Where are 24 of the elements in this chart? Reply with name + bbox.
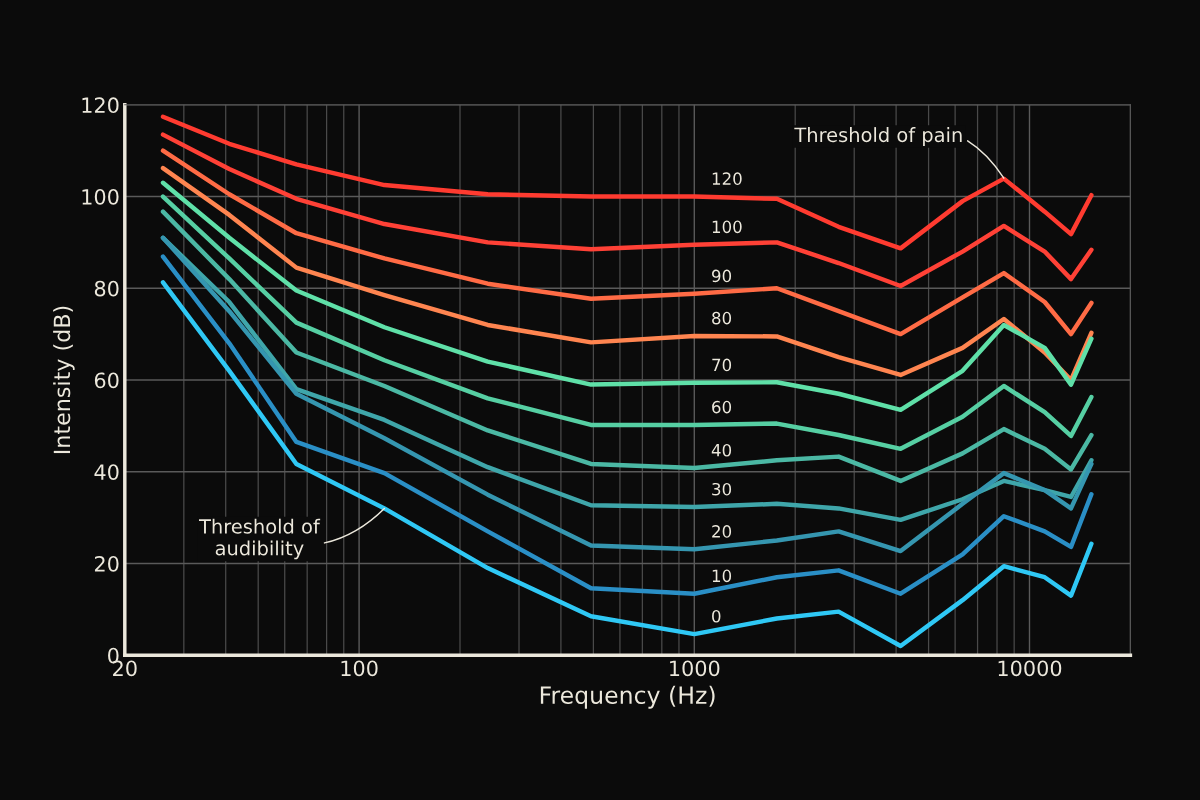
annotation: Threshold of audibility — [198, 518, 321, 560]
x-tick-label: 10000 — [998, 660, 1062, 677]
series-label: 120 — [712, 172, 742, 185]
y-tick-label: 60 — [94, 372, 119, 389]
series-label: 60 — [712, 400, 732, 414]
series-label: 40 — [711, 443, 732, 457]
series-label: 30 — [712, 482, 732, 496]
series-label: 10 — [712, 569, 732, 583]
x-tick-label: 100 — [341, 660, 378, 677]
y-axis-title: Intensity (dB) — [53, 306, 75, 454]
y-tick-label: 80 — [94, 280, 119, 297]
x-tick-label: 1000 — [670, 660, 720, 677]
series-label: 80 — [712, 311, 732, 325]
y-tick-label: 40 — [94, 464, 119, 480]
y-tick-label: 100 — [82, 188, 119, 205]
annotation: Threshold of pain — [794, 127, 962, 146]
series-label: 0 — [712, 609, 721, 623]
x-axis-title: Frequency (Hz) — [540, 685, 715, 709]
series-label: 100 — [712, 220, 742, 234]
y-tick-label: 20 — [94, 555, 119, 572]
series-label: 70 — [712, 358, 732, 372]
series-label: 90 — [712, 269, 732, 283]
series-label: 20 — [712, 525, 732, 538]
y-tick-label: 120 — [82, 97, 119, 114]
